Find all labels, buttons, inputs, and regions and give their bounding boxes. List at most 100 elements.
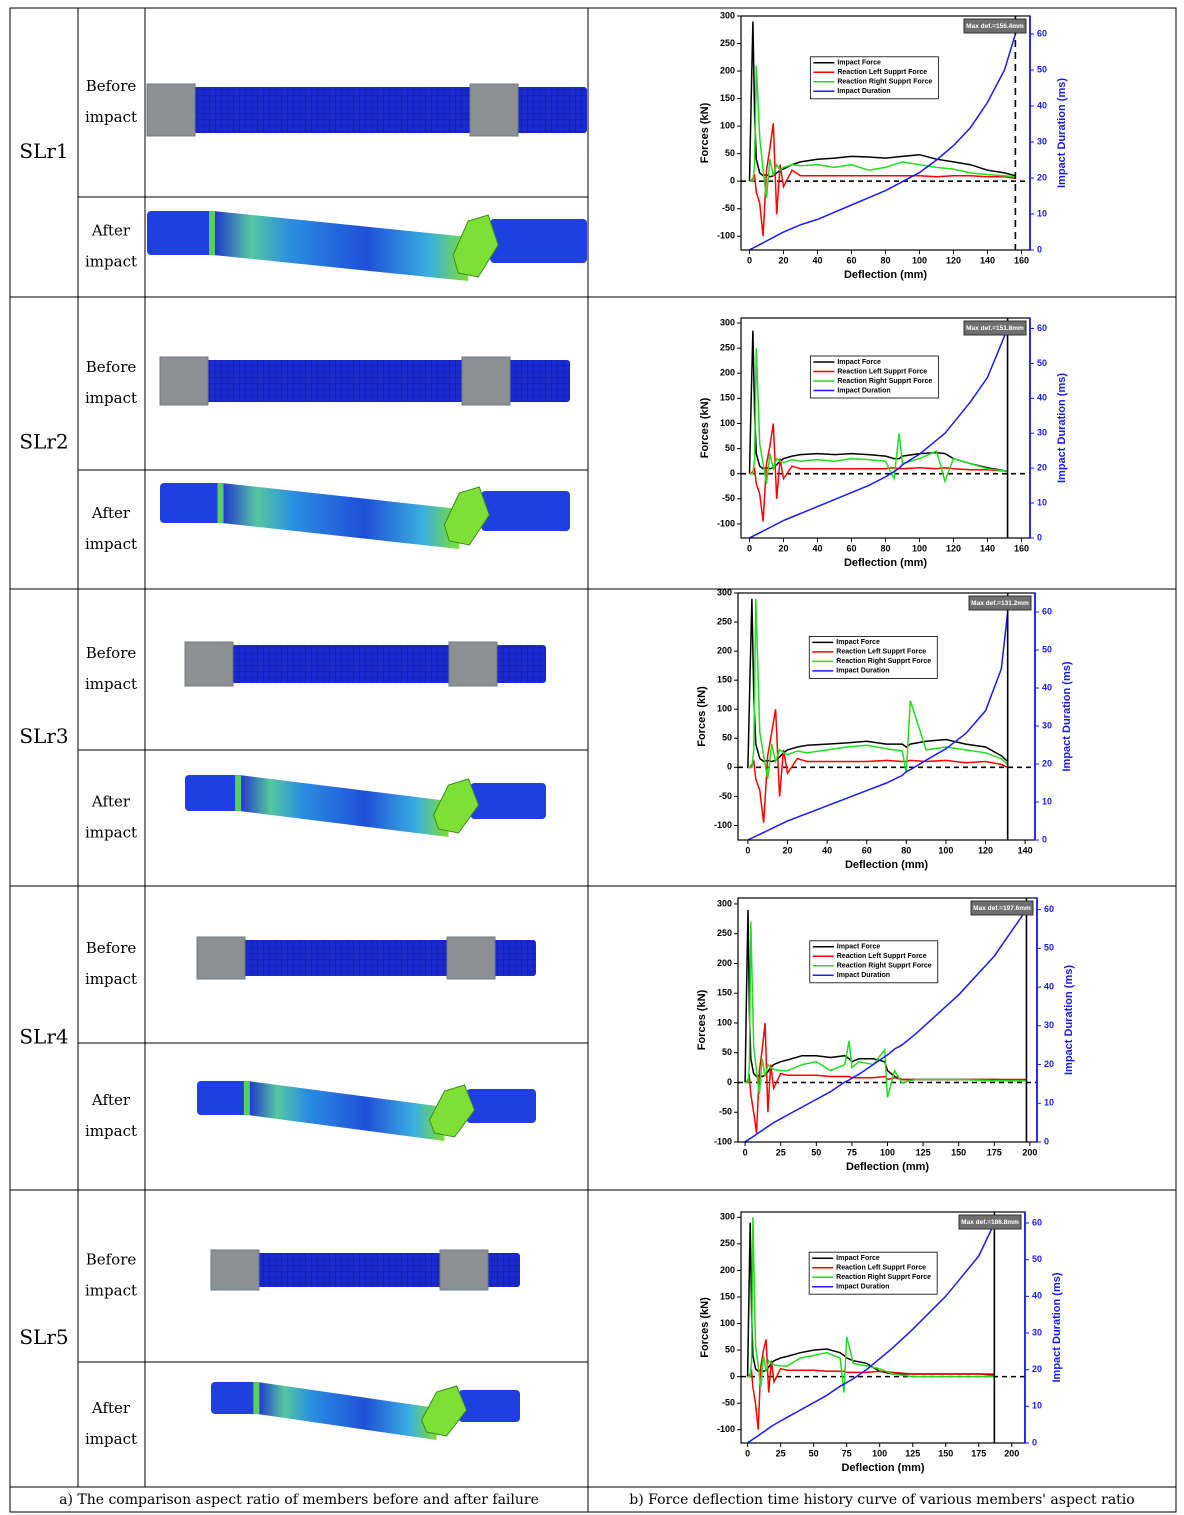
y2-tick-label: 0 xyxy=(1042,834,1047,844)
series-line xyxy=(749,65,1016,198)
y-axis-title: Forces (kN) xyxy=(696,686,708,747)
x-tick-label: 40 xyxy=(812,255,822,265)
x-tick-label: 50 xyxy=(811,1147,821,1157)
beam-bent xyxy=(257,1382,437,1440)
before-label: Before xyxy=(86,77,137,95)
legend-label: Impact Force xyxy=(836,639,880,646)
x-tick-label: 60 xyxy=(846,255,856,265)
y2-tick-label: 40 xyxy=(1037,100,1047,110)
y-tick-label: 150 xyxy=(717,988,732,998)
x-tick-label: 120 xyxy=(946,255,961,265)
beam-end xyxy=(481,491,570,531)
series-line xyxy=(749,123,1016,237)
y2-tick-label: 30 xyxy=(1037,428,1047,438)
before-label: Before xyxy=(86,644,137,662)
y-tick-label: 200 xyxy=(720,65,735,75)
before-label: Before xyxy=(86,358,137,376)
x-tick-label: 60 xyxy=(846,543,856,553)
y-tick-label: 300 xyxy=(720,10,735,20)
y2-axis-title: Impact Duration (ms) xyxy=(1056,78,1068,188)
y2-tick-label: 0 xyxy=(1037,244,1042,254)
x-tick-label: 0 xyxy=(747,543,752,553)
series-line xyxy=(749,328,1009,539)
support xyxy=(159,356,209,406)
beam-end xyxy=(185,775,240,811)
after-beam xyxy=(185,775,546,837)
annotation-label: Max def.=186.8mm xyxy=(961,1219,1019,1226)
y-tick-label: 150 xyxy=(720,93,735,103)
y-tick-label: 300 xyxy=(720,317,735,327)
series-line xyxy=(749,33,1017,251)
annotation-label: Max def.=156.4mm xyxy=(966,23,1024,30)
y-tick-label: 250 xyxy=(720,343,735,353)
y2-axis-title: Impact Duration (ms) xyxy=(1056,373,1068,483)
annotation-box xyxy=(968,595,1032,611)
x-tick-label: 200 xyxy=(1022,1147,1037,1157)
x-axis-title: Deflection (mm) xyxy=(846,1161,929,1173)
y-tick-label: 50 xyxy=(725,1344,735,1354)
row-label: SLr1 xyxy=(19,139,68,163)
legend-label: Reaction Right Supprt Force xyxy=(837,378,932,385)
beam-bent xyxy=(221,483,460,549)
y-tick-label: -100 xyxy=(717,231,735,241)
support xyxy=(439,1249,489,1291)
after-label: After xyxy=(91,222,131,240)
y2-tick-label: 20 xyxy=(1032,1364,1042,1374)
y-axis-title: Forces (kN) xyxy=(699,1297,711,1358)
y2-tick-label: 60 xyxy=(1042,606,1052,616)
x-tick-label: 0 xyxy=(745,1448,750,1458)
annotation-box xyxy=(963,18,1027,34)
x-tick-label: 40 xyxy=(822,845,832,855)
y2-tick-label: 60 xyxy=(1032,1217,1042,1227)
y2-axis-title: Impact Duration (ms) xyxy=(1063,965,1075,1075)
support xyxy=(446,936,496,980)
y2-tick-label: 40 xyxy=(1042,682,1052,692)
y-tick-label: 250 xyxy=(717,928,732,938)
damage-band xyxy=(243,1081,250,1115)
after-label: After xyxy=(91,793,131,811)
after-label: impact xyxy=(85,253,137,271)
y2-tick-label: 50 xyxy=(1044,943,1054,953)
x-tick-label: 140 xyxy=(980,255,995,265)
legend-label: Reaction Right Supprt Force xyxy=(836,1274,931,1281)
annotation-label: Max def.=131.2mm xyxy=(971,600,1029,607)
y-tick-label: -100 xyxy=(717,1424,735,1434)
series-line xyxy=(744,909,1028,1143)
y2-tick-label: 40 xyxy=(1037,393,1047,403)
y2-tick-label: 0 xyxy=(1044,1136,1049,1146)
damage-band xyxy=(253,1382,260,1414)
y2-tick-label: 10 xyxy=(1037,497,1047,507)
x-axis-title: Deflection (mm) xyxy=(841,1462,924,1474)
y2-tick-label: 30 xyxy=(1037,136,1047,146)
y-tick-label: 50 xyxy=(722,1047,732,1057)
series-line xyxy=(749,423,1008,522)
annotation-box xyxy=(970,900,1034,916)
x-tick-label: 160 xyxy=(1014,255,1029,265)
before-beam xyxy=(196,936,536,980)
legend-label: Reaction Right Supprt Force xyxy=(836,658,931,665)
y-tick-label: 150 xyxy=(720,393,735,403)
before-beam xyxy=(146,83,587,137)
y-tick-label: 150 xyxy=(717,675,732,685)
legend-label: Impact Force xyxy=(837,944,881,951)
damage xyxy=(432,778,480,834)
x-tick-label: 0 xyxy=(743,1147,748,1157)
y2-tick-label: 20 xyxy=(1037,463,1047,473)
support xyxy=(461,356,511,406)
row-label: SLr3 xyxy=(19,724,68,748)
x-axis-title: Deflection (mm) xyxy=(844,269,927,281)
series-line xyxy=(747,598,1009,780)
x-tick-label: 150 xyxy=(951,1147,966,1157)
x-tick-label: 125 xyxy=(916,1147,931,1157)
beam-end xyxy=(466,1089,536,1123)
y2-axis-title: Impact Duration (ms) xyxy=(1061,661,1073,771)
y-tick-label: 0 xyxy=(730,176,735,186)
series-line xyxy=(747,1222,996,1444)
series-line xyxy=(747,1217,995,1393)
beam-bent xyxy=(213,211,469,281)
legend-label: Reaction Left Supprt Force xyxy=(836,1265,926,1272)
beam-bent xyxy=(239,775,449,837)
series-line xyxy=(745,921,1027,1098)
y2-tick-label: 20 xyxy=(1037,172,1047,182)
